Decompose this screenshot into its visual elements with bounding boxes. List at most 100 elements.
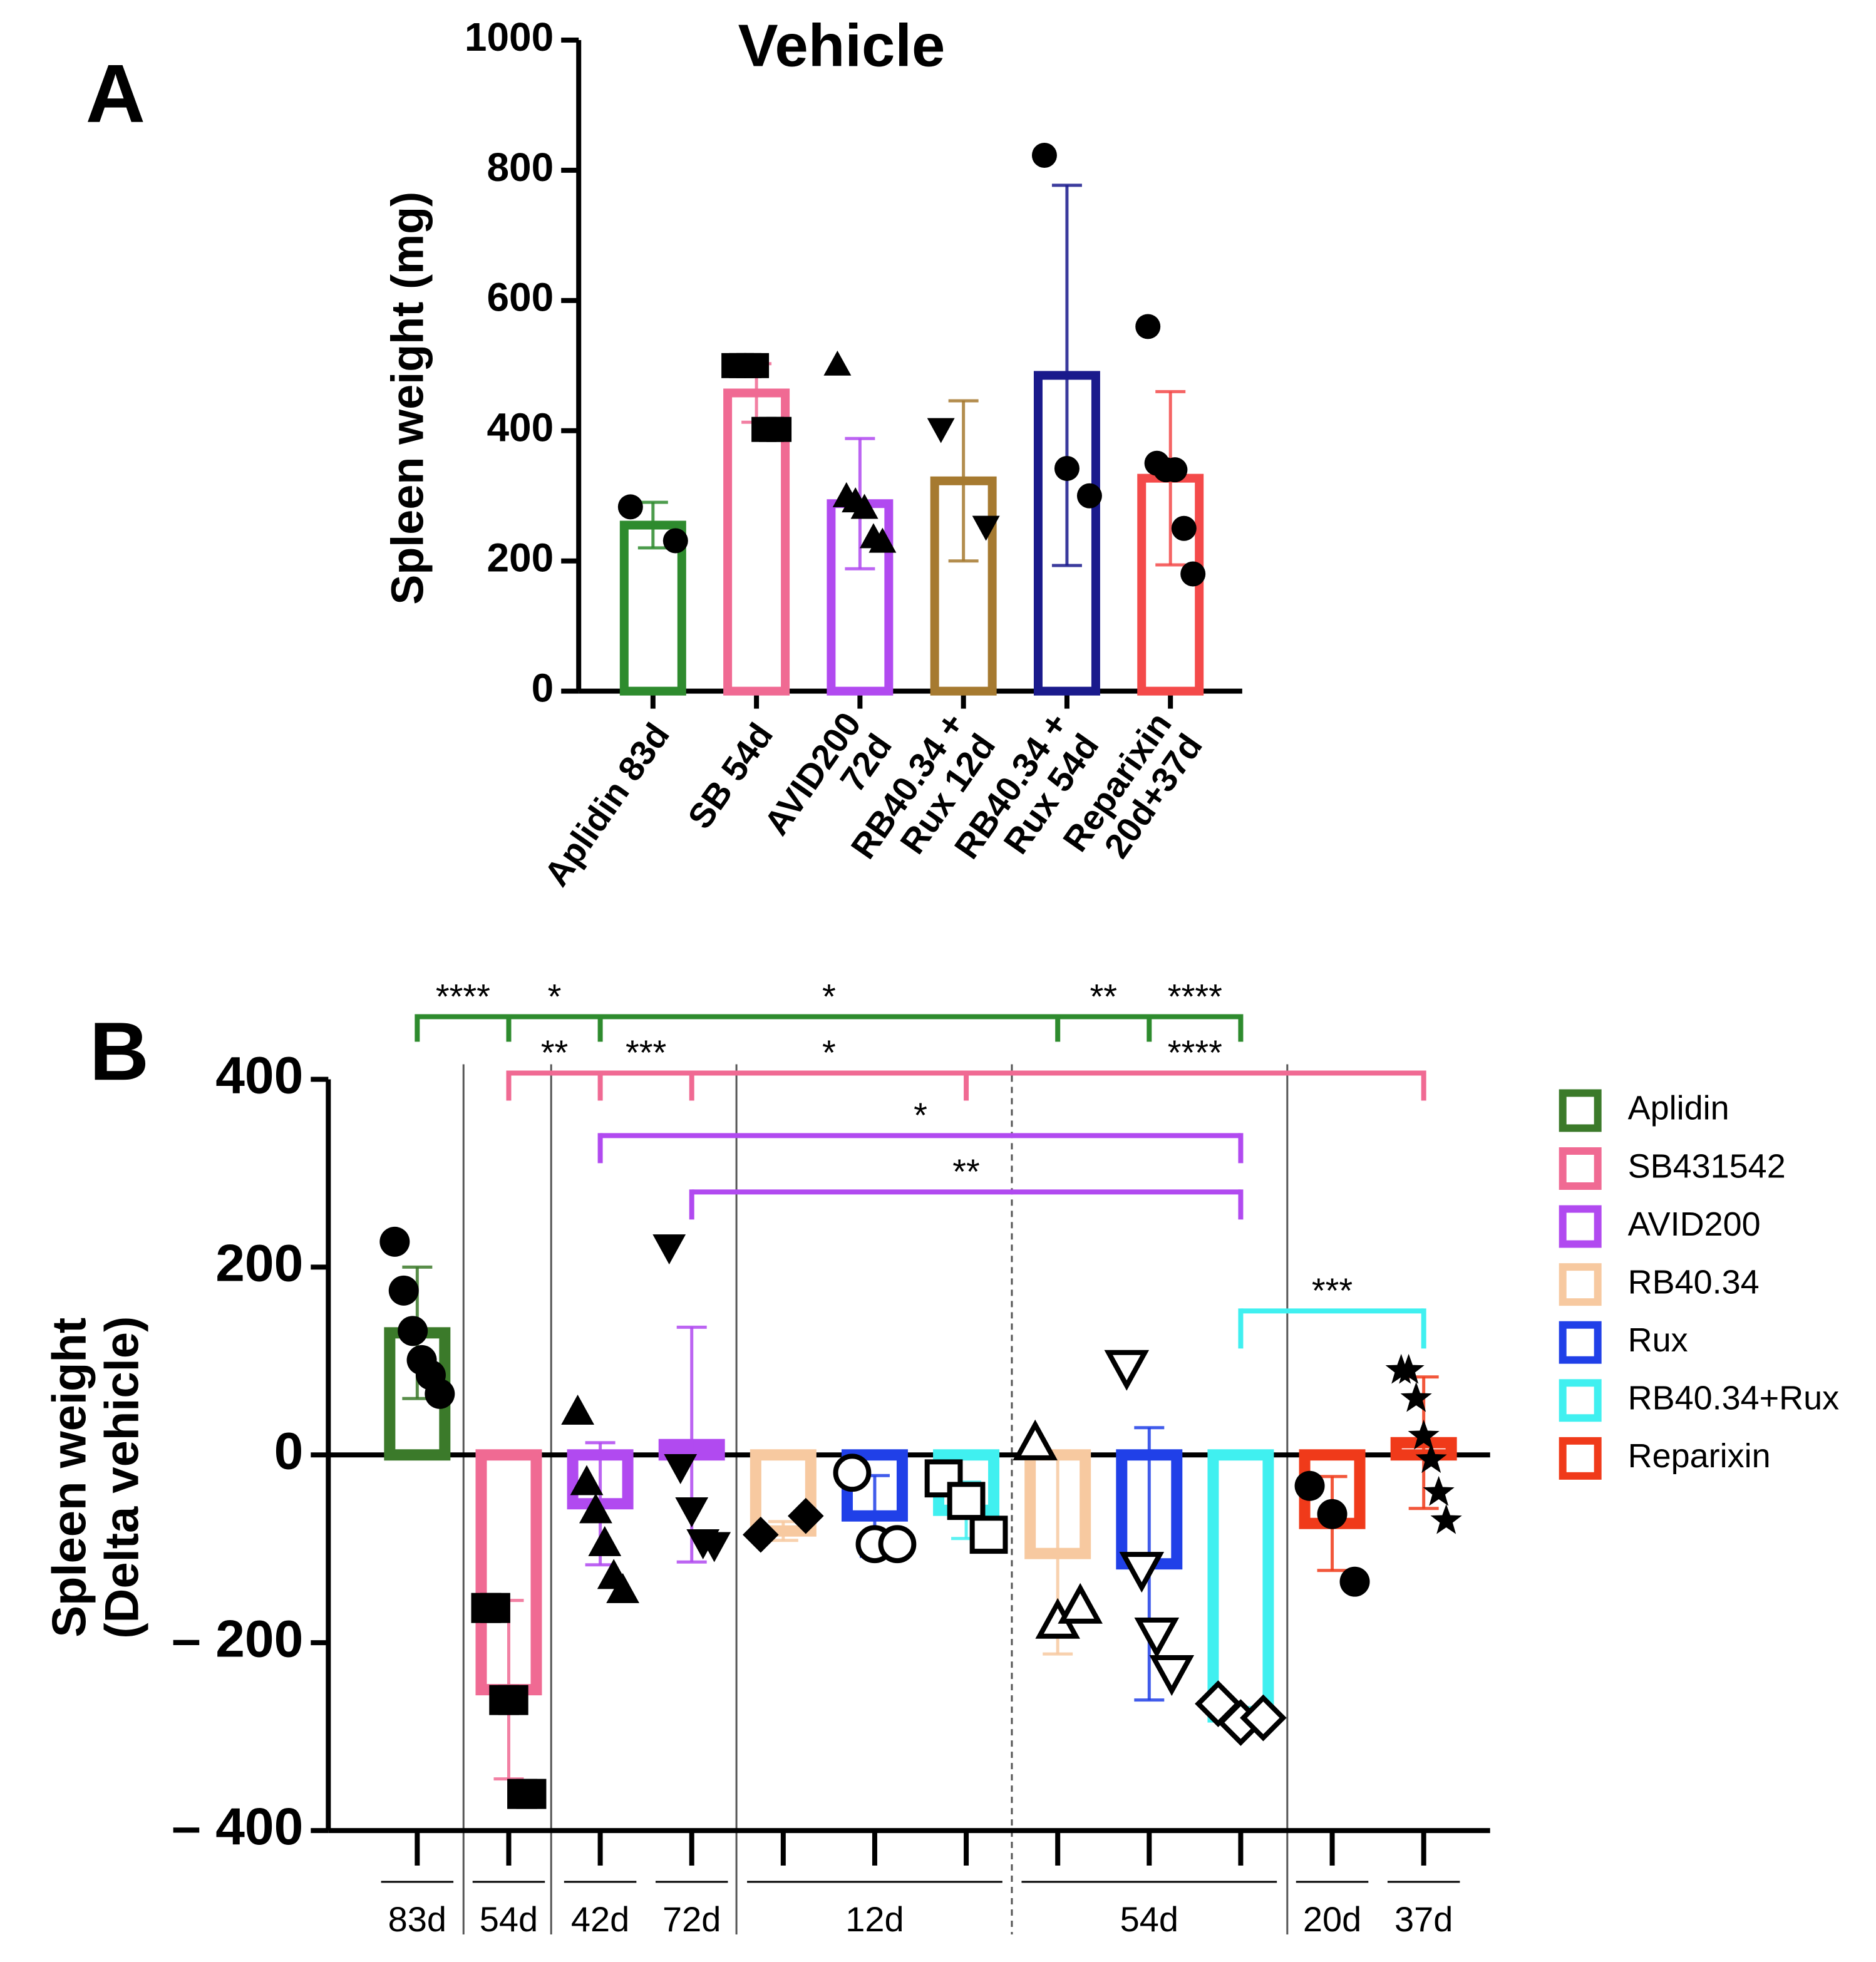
legend-label: Aplidin: [1628, 1090, 1729, 1127]
data-point: [823, 350, 852, 376]
data-point: [766, 416, 792, 442]
data-point: [1104, 1350, 1150, 1391]
data-point: [498, 1685, 528, 1715]
y-tick-label: – 400: [172, 1797, 303, 1856]
legend-swatch: [1559, 1263, 1602, 1306]
legend-swatch: [1559, 1379, 1602, 1422]
data-point: [570, 1465, 604, 1495]
legend-label: AVID200: [1628, 1206, 1761, 1243]
data-point: [1393, 1353, 1425, 1384]
y-tick-label: 600: [487, 275, 554, 320]
separators: [462, 1064, 1289, 1935]
group-label: 83d: [388, 1899, 446, 1939]
legend-swatch: [1559, 1321, 1602, 1364]
data-point: [972, 515, 1000, 541]
data-point: [379, 1226, 410, 1257]
data-point: [588, 1526, 622, 1556]
significance-label: **: [1090, 976, 1117, 1016]
data-point: [868, 527, 897, 553]
group-label: 54d: [1120, 1899, 1178, 1939]
y-tick-label: 0: [274, 1421, 304, 1480]
data-point: [1031, 143, 1057, 168]
data-point: [1294, 1470, 1325, 1501]
data-point: [664, 1454, 698, 1485]
legend-label: Reparixin: [1628, 1437, 1771, 1475]
data-point: [947, 1482, 986, 1521]
significance-label: ****: [1168, 976, 1222, 1016]
data-point: [1134, 1618, 1180, 1659]
data-point: [698, 1532, 731, 1562]
significance-label: ****: [436, 976, 490, 1016]
y-tick-label: 0: [532, 666, 554, 711]
data-point: [1162, 457, 1188, 483]
data-point: [1119, 1552, 1165, 1593]
y-tick-label: 1000: [465, 14, 554, 59]
data-point: [1135, 314, 1161, 339]
x-tick-label-line: Aplidin 83d: [536, 716, 677, 893]
significance-label: **: [952, 1152, 980, 1191]
y-tick-label: 200: [487, 535, 554, 581]
data-point: [744, 353, 770, 378]
data-point: [480, 1593, 510, 1623]
data-point: [398, 1316, 428, 1346]
data-point: [425, 1378, 455, 1409]
data-point: [662, 528, 688, 554]
data-point: [675, 1497, 709, 1528]
significance-label: *: [914, 1095, 927, 1135]
y-tick-label: 200: [215, 1234, 303, 1293]
group-label: 54d: [480, 1899, 538, 1939]
significance-label: ****: [1168, 1033, 1222, 1072]
group-label: 20d: [1303, 1899, 1361, 1939]
legend-swatch: [1559, 1147, 1602, 1190]
legend-swatch: [1559, 1089, 1602, 1132]
data-point: [1339, 1566, 1370, 1597]
data-point: [969, 1515, 1008, 1554]
data-point: [1423, 1475, 1455, 1506]
legend-label: RB40.34: [1628, 1263, 1760, 1301]
group-label: 72d: [662, 1899, 721, 1939]
data-point: [1317, 1499, 1348, 1529]
significance-label: ***: [1312, 1271, 1353, 1310]
data-point: [1180, 561, 1206, 587]
group-label: 37d: [1394, 1899, 1453, 1939]
data-point: [579, 1493, 612, 1524]
y-tick-label: – 200: [172, 1609, 303, 1668]
data-point: [850, 493, 879, 519]
chart-title: Vehicle: [738, 12, 946, 79]
data-point: [927, 418, 955, 443]
data-point: [788, 1497, 824, 1534]
legend-swatch: [1559, 1437, 1602, 1480]
group-label: 42d: [571, 1899, 629, 1939]
data-point: [1171, 515, 1197, 541]
legend-label: SB431542: [1628, 1147, 1786, 1185]
significance-label: **: [541, 1033, 569, 1072]
legend-label: RB40.34+Rux: [1628, 1380, 1840, 1417]
data-point: [561, 1394, 594, 1425]
data-point: [878, 1525, 917, 1564]
y-tick-label: 400: [487, 405, 554, 450]
significance-label: *: [822, 1033, 836, 1072]
significance-label: *: [822, 976, 836, 1016]
data-point: [1400, 1381, 1432, 1412]
significance-label: *: [548, 976, 562, 1016]
data-point: [652, 1234, 686, 1265]
data-point: [924, 1459, 963, 1498]
y-axis-label: (Delta vehicle): [95, 1316, 148, 1639]
data-point: [1076, 483, 1102, 509]
data-point: [606, 1572, 639, 1603]
legend-label: Rux: [1628, 1321, 1688, 1359]
data-point: [1149, 1655, 1195, 1696]
data-point: [1415, 1443, 1447, 1474]
y-tick-label: 800: [487, 145, 554, 190]
legend-swatch: [1559, 1205, 1602, 1248]
y-tick-label: 400: [215, 1046, 303, 1105]
x-tick-label: Aplidin 83d: [536, 716, 677, 893]
y-axis-label: Spleen weight (mg): [383, 192, 433, 605]
data-point: [1430, 1504, 1462, 1534]
data-point: [617, 494, 643, 520]
data-point: [1058, 1583, 1103, 1624]
data-point: [1408, 1419, 1440, 1450]
group-label: 12d: [845, 1899, 904, 1939]
